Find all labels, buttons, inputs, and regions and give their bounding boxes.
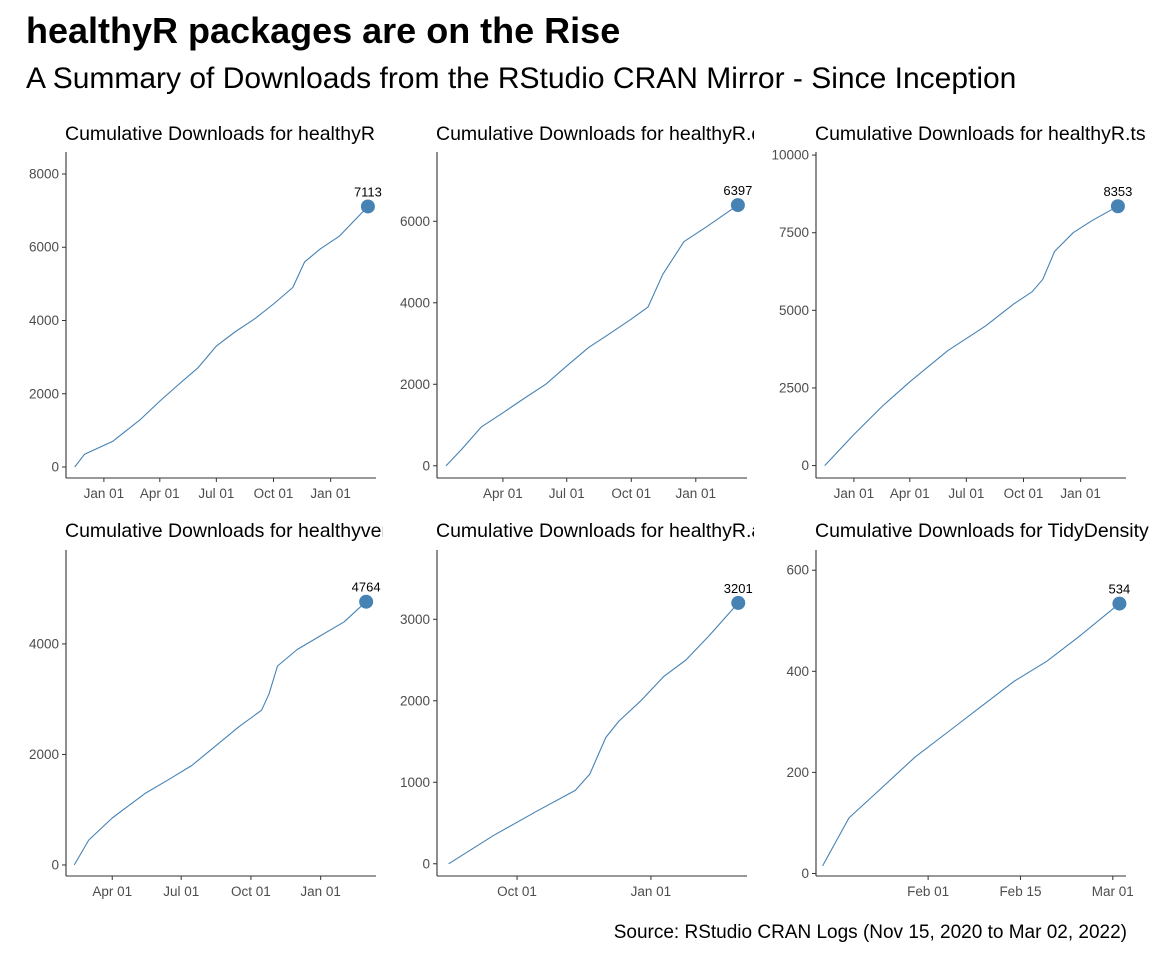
x-tick-label: Apr 01	[483, 486, 523, 501]
source-caption: Source: RStudio CRAN Logs (Nov 15, 2020 …	[613, 922, 1127, 943]
x-tick-label: Feb 15	[999, 884, 1041, 899]
x-tick-label: Apr 01	[92, 884, 132, 899]
y-tick-label: 4000	[29, 313, 59, 328]
chart-panel: Cumulative Downloads for healthyR.ts 0 250…	[771, 123, 1145, 501]
y-tick-label: 2000	[29, 386, 59, 401]
y-tick-label: 10000	[771, 148, 809, 163]
series-line	[73, 601, 367, 866]
x-tick-label: Jan 01	[300, 884, 341, 899]
x-tick-label: Jan 01	[631, 884, 672, 899]
panel-title: Cumulative Downloads for healthyR.ai	[436, 520, 767, 542]
x-tick-label: Oct 01	[1004, 486, 1044, 501]
y-tick-label: 0	[51, 460, 59, 475]
end-point-label: 534	[1109, 582, 1131, 597]
x-tick-label: Oct 01	[611, 486, 651, 501]
x-tick-label: Jan 01	[834, 486, 875, 501]
panel-title: Cumulative Downloads for healthyR	[65, 123, 375, 145]
x-tick-label: Jul 01	[948, 486, 984, 501]
y-tick-label: 2000	[400, 377, 430, 392]
y-tick-label: 0	[801, 458, 809, 473]
x-tick-label: Jul 01	[549, 486, 585, 501]
end-point-label: 3201	[724, 581, 753, 596]
end-point	[360, 199, 375, 214]
subtitle: A Summary of Downloads from the RStudio …	[26, 62, 1017, 95]
end-point-label: 8353	[1103, 184, 1132, 199]
y-tick-label: 600	[786, 563, 809, 578]
y-tick-label: 1000	[400, 775, 430, 790]
end-point	[731, 595, 746, 610]
series-line	[448, 602, 739, 865]
chart-panel: Cumulative Downloads for healthyR 0 2000 40…	[29, 123, 382, 501]
end-point-label: 7113	[354, 184, 382, 199]
end-point	[1112, 596, 1127, 611]
chart-panel: Cumulative Downloads for healthyR.ai 0 100…	[400, 520, 767, 899]
x-tick-label: Apr 01	[890, 486, 930, 501]
y-tick-label: 0	[801, 866, 809, 881]
panel-title: Cumulative Downloads for healthyverse	[65, 520, 409, 542]
chart-panel: Cumulative Downloads for healthyR.data 0 2…	[400, 123, 790, 501]
series-line	[74, 206, 369, 468]
x-tick-label: Apr 01	[140, 486, 180, 501]
panel-title: Cumulative Downloads for healthyR.ts	[815, 123, 1146, 145]
y-tick-label: 0	[422, 856, 430, 871]
y-tick-label: 0	[51, 857, 59, 872]
chart-panel: Cumulative Downloads for TidyDensity 0 200…	[786, 520, 1149, 899]
x-tick-label: Jan 01	[676, 486, 717, 501]
end-point-label: 6397	[723, 183, 752, 198]
y-tick-label: 400	[786, 664, 809, 679]
y-tick-label: 4000	[29, 636, 59, 651]
x-tick-label: Mar 01	[1092, 884, 1134, 899]
end-point	[730, 198, 745, 213]
end-point	[1110, 199, 1125, 214]
y-tick-label: 8000	[29, 166, 59, 181]
series-line	[824, 205, 1119, 466]
x-tick-label: Oct 01	[231, 884, 271, 899]
y-tick-label: 6000	[29, 240, 59, 255]
main-title: healthyR packages are on the Rise	[26, 10, 621, 51]
x-tick-label: Oct 01	[254, 486, 294, 501]
y-tick-label: 5000	[779, 303, 809, 318]
y-tick-label: 3000	[400, 612, 430, 627]
series-line	[822, 603, 1120, 867]
chart-panel: Cumulative Downloads for healthyverse 0 20…	[29, 520, 409, 899]
y-tick-label: 6000	[400, 214, 430, 229]
y-tick-label: 200	[786, 765, 809, 780]
y-tick-label: 7500	[779, 225, 809, 240]
x-tick-label: Jan 01	[310, 486, 351, 501]
end-point-label: 4764	[352, 580, 381, 595]
y-tick-label: 2000	[29, 747, 59, 762]
panel-title: Cumulative Downloads for healthyR.data	[436, 123, 790, 145]
x-tick-label: Jul 01	[198, 486, 234, 501]
x-tick-label: Jul 01	[163, 884, 199, 899]
y-tick-label: 2500	[779, 380, 809, 395]
x-tick-label: Oct 01	[497, 884, 537, 899]
x-tick-label: Feb 01	[907, 884, 949, 899]
y-tick-label: 4000	[400, 295, 430, 310]
panel-title: Cumulative Downloads for TidyDensity	[815, 520, 1149, 542]
y-tick-label: 2000	[400, 693, 430, 708]
y-tick-label: 0	[422, 458, 430, 473]
x-tick-label: Jan 01	[1060, 486, 1101, 501]
x-tick-label: Jan 01	[84, 486, 125, 501]
end-point	[359, 594, 374, 609]
series-line	[445, 204, 739, 467]
